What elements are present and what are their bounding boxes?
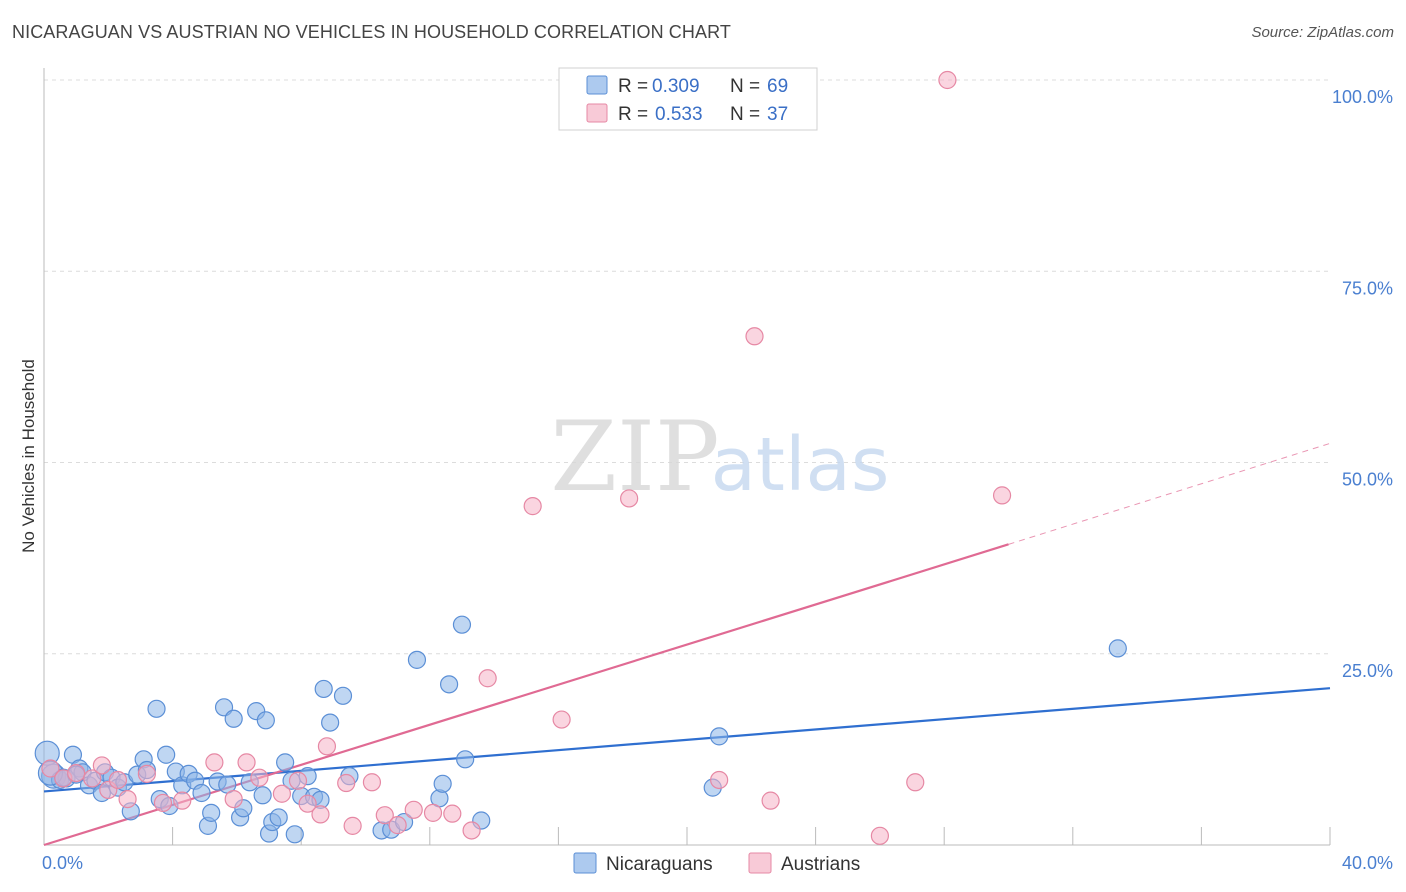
point-nicaraguans	[202, 803, 221, 822]
chart-title: NICARAGUAN VS AUSTRIAN NO VEHICLES IN HO…	[12, 22, 731, 42]
series-legend: Nicaraguans Austrians	[573, 852, 860, 875]
point-austrians	[224, 789, 243, 809]
point-austrians	[108, 770, 128, 790]
legend-swatch-nicaraguans	[573, 852, 597, 874]
y-tick-label: 75.0%	[1342, 278, 1393, 298]
point-austrians	[710, 770, 729, 790]
stats-legend-n-label-1: N =	[730, 76, 760, 97]
point-austrians	[462, 821, 481, 840]
point-nicaraguans	[285, 825, 304, 844]
data-points	[34, 70, 1127, 845]
point-austrians	[67, 763, 86, 783]
point-nicaraguans	[253, 786, 272, 805]
point-austrians	[423, 803, 443, 822]
point-nicaraguans	[192, 783, 211, 803]
y-tick-label: 100.0%	[1332, 87, 1393, 107]
point-austrians	[478, 669, 497, 688]
point-nicaraguans	[433, 774, 452, 793]
x-tick-label: 40.0%	[1342, 853, 1393, 873]
point-austrians	[343, 816, 362, 835]
point-austrians	[250, 768, 269, 787]
trend-line-nicaraguans	[43, 687, 1331, 793]
point-nicaraguans	[314, 679, 333, 699]
point-austrians	[311, 805, 330, 824]
point-nicaraguans	[1108, 639, 1127, 658]
point-austrians	[745, 327, 764, 346]
legend-label-austrians: Austrians	[781, 854, 860, 875]
point-austrians	[552, 710, 571, 729]
point-austrians	[288, 771, 308, 790]
point-austrians	[92, 756, 111, 775]
point-nicaraguans	[452, 615, 472, 634]
stats-legend-swatch-austrians	[586, 103, 608, 123]
y-tick-label: 50.0%	[1342, 470, 1393, 490]
source-credit: Source: ZipAtlas.com	[1251, 24, 1394, 41]
point-austrians	[173, 791, 192, 810]
point-austrians	[992, 486, 1012, 505]
watermark-atlas: atlas	[711, 422, 890, 508]
point-austrians	[362, 773, 382, 792]
stats-legend-swatch-nicaraguans	[586, 75, 608, 95]
point-nicaraguans	[710, 727, 729, 746]
point-austrians	[375, 806, 394, 825]
point-austrians	[906, 773, 925, 792]
point-nicaraguans	[157, 745, 176, 764]
stats-legend: R = 0.309 N = 69 R = 0.533 N = 37	[558, 67, 818, 131]
point-austrians	[523, 497, 542, 516]
stats-legend-r-value-2: 0.533	[655, 104, 703, 125]
y-axis-label: No Vehicles in Household	[19, 359, 38, 553]
x-tick-label: 0.0%	[42, 853, 83, 873]
trend-extension-austrians	[1008, 442, 1331, 545]
point-austrians	[870, 826, 890, 845]
stats-legend-n-value-2: 37	[767, 104, 788, 125]
point-nicaraguans	[407, 650, 427, 669]
point-austrians	[298, 794, 317, 813]
point-austrians	[83, 769, 102, 788]
point-austrians	[118, 789, 137, 809]
point-austrians	[272, 784, 292, 803]
point-austrians	[938, 70, 957, 90]
point-austrians	[41, 759, 60, 778]
stats-legend-r-label-1: R =	[618, 76, 648, 97]
point-nicaraguans	[147, 699, 166, 718]
point-austrians	[620, 489, 639, 508]
point-austrians	[153, 793, 173, 813]
point-nicaraguans	[439, 675, 459, 694]
point-nicaraguans	[256, 711, 275, 730]
point-nicaraguans	[333, 686, 353, 705]
stats-legend-n-label-2: N =	[730, 104, 760, 125]
point-nicaraguans	[456, 750, 475, 769]
point-austrians	[404, 800, 423, 819]
point-nicaraguans	[321, 713, 340, 732]
point-austrians	[337, 773, 356, 793]
grid	[44, 79, 1330, 655]
point-austrians	[317, 737, 337, 756]
point-austrians	[388, 816, 407, 835]
point-nicaraguans	[224, 709, 243, 728]
stats-legend-r-value-1: 0.309	[652, 76, 700, 97]
legend-swatch-austrians	[748, 852, 772, 874]
point-austrians	[237, 753, 256, 772]
point-austrians	[137, 764, 156, 783]
legend-label-nicaraguans: Nicaraguans	[606, 854, 713, 875]
point-nicaraguans	[276, 753, 295, 772]
watermark: ZIP atlas	[550, 401, 889, 513]
point-nicaraguans	[269, 808, 288, 827]
stats-legend-n-value-1: 69	[767, 76, 788, 97]
y-tick-label: 25.0%	[1342, 661, 1393, 681]
point-austrians	[443, 804, 462, 823]
tick-labels: 25.0% 50.0% 75.0% 100.0% 0.0% 40.0%	[42, 87, 1393, 873]
point-austrians	[205, 753, 224, 772]
point-austrians	[761, 791, 780, 810]
stats-legend-r-label-2: R =	[618, 104, 648, 125]
